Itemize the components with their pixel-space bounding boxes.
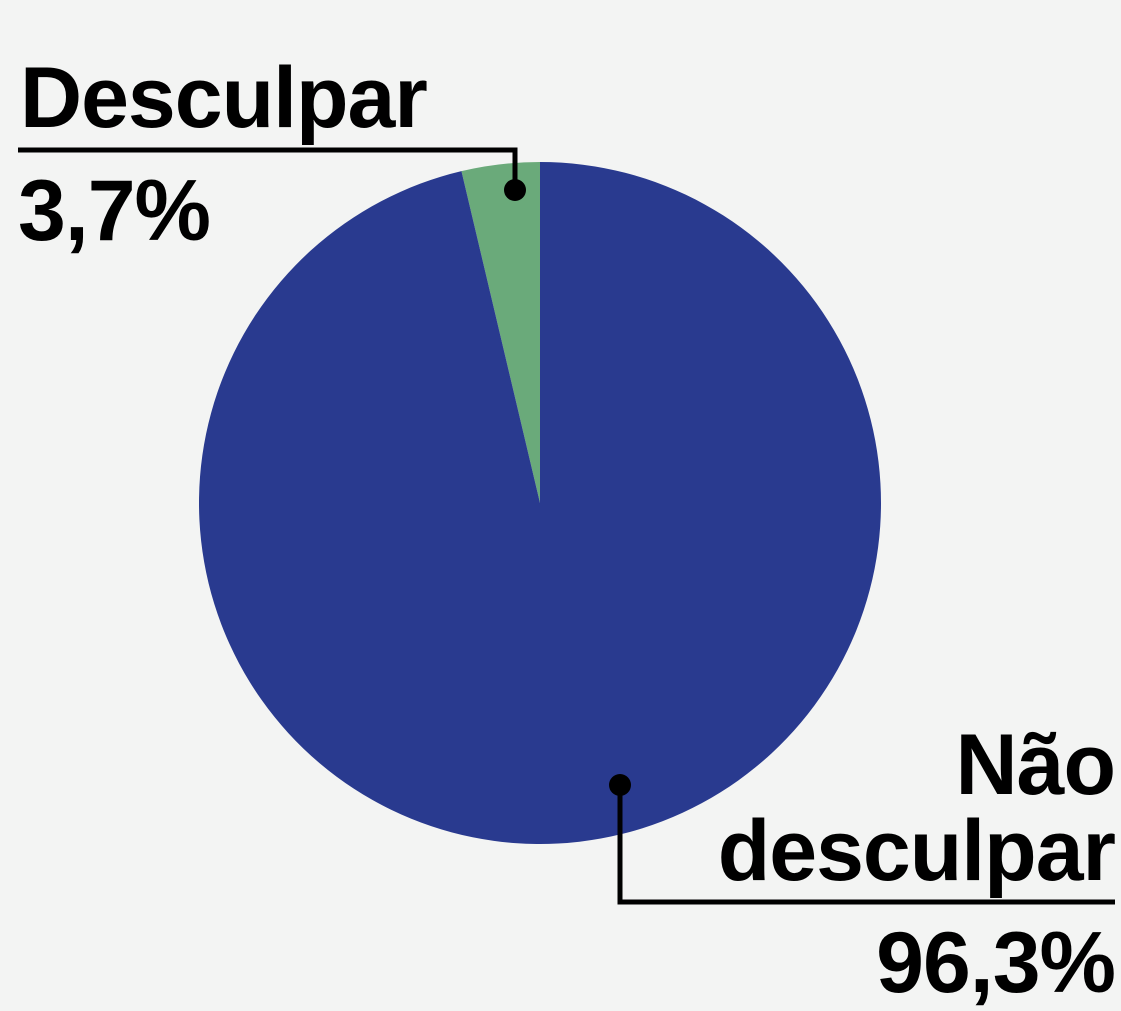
leader-dot — [504, 179, 526, 201]
slice-label: Desculpar — [20, 50, 428, 146]
leader-line — [18, 147, 518, 190]
slice-label: Não desculpar — [717, 717, 1116, 899]
pie-slice — [461, 162, 540, 503]
leader-line — [617, 785, 1115, 905]
pie-slice — [198, 162, 881, 845]
value-label: 3,7% — [18, 163, 211, 259]
value-label: 96,3% — [876, 915, 1116, 1011]
leader-dot — [609, 774, 631, 796]
